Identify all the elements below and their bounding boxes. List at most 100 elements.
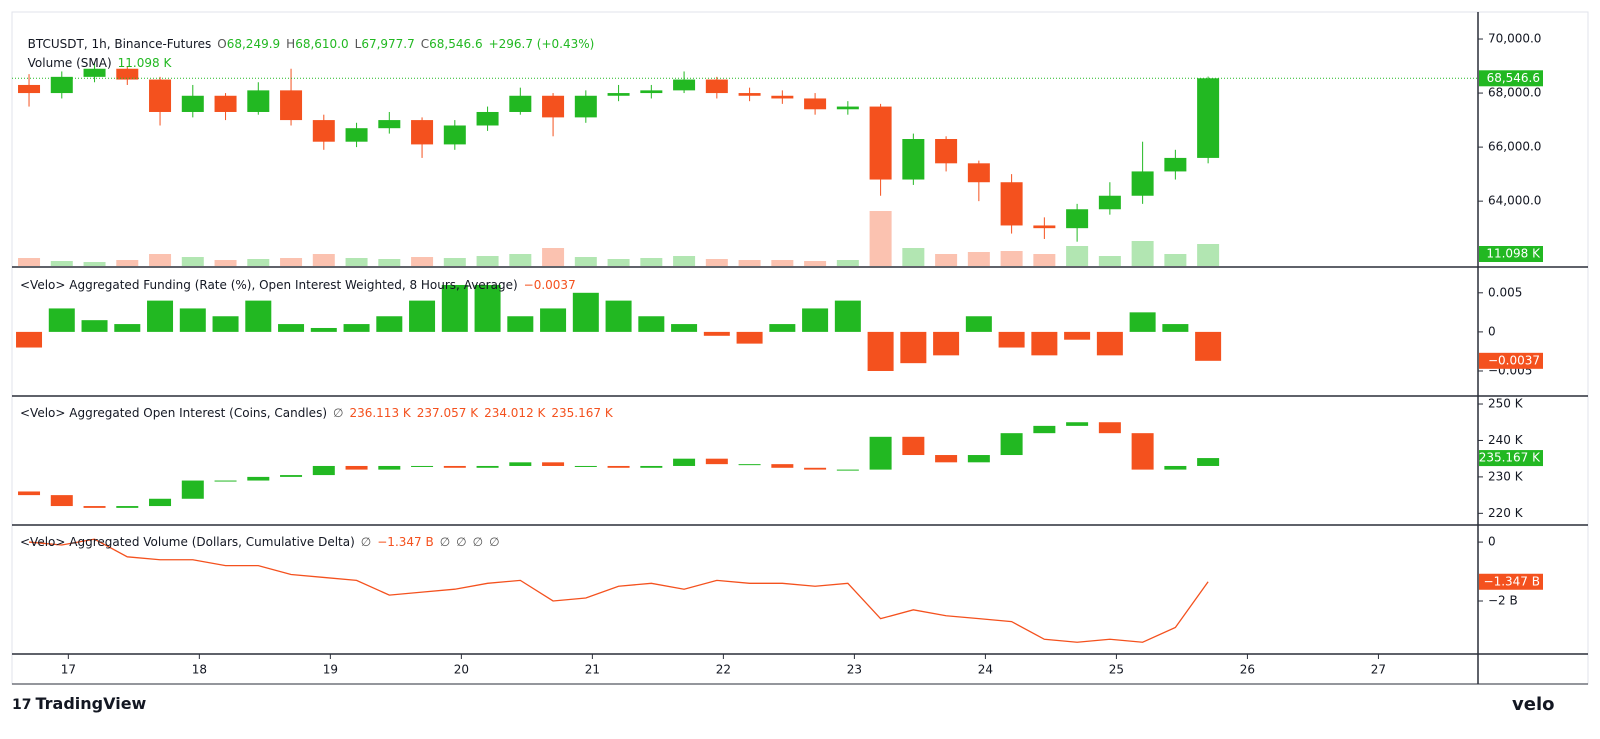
value-box-label: −1.347 B (1484, 574, 1540, 588)
legend-key: O (217, 37, 227, 51)
price-header: BTCUSDT, 1h, Binance-Futures O68,249.9 H68… (20, 20, 600, 52)
title: BTCUSDT, 1h, Binance-Futures (27, 37, 212, 51)
bar (703, 331, 730, 336)
bar (1031, 331, 1058, 356)
candle-body (1066, 209, 1089, 229)
candle-body (1197, 78, 1220, 158)
candle-body (312, 120, 335, 142)
volume-bar (574, 257, 597, 266)
candle-body (378, 120, 401, 129)
x-tick-label: 26 (1240, 663, 1255, 677)
bar (245, 300, 272, 332)
bar (867, 331, 894, 371)
candle-body (280, 90, 303, 121)
volume-bar (181, 257, 204, 266)
volume-bar (411, 257, 434, 266)
y-tick-label: 240 K (1488, 433, 1524, 447)
candle-body (83, 506, 106, 508)
title: <Velo> Aggregated Funding (Rate (%), Ope… (20, 278, 518, 292)
legend-value: −0.0037 (523, 278, 576, 292)
oi-header: <Velo> Aggregated Open Interest (Coins, … (20, 405, 619, 421)
volume-bar (149, 254, 172, 266)
volume-bar (1197, 244, 1220, 266)
candle-body (1164, 465, 1187, 470)
candle-body (705, 79, 728, 94)
volume-bar (673, 256, 696, 266)
bar (572, 292, 599, 332)
legend-value: 236.113 K (349, 406, 411, 420)
candle-body (967, 455, 990, 463)
candle-body (509, 95, 532, 112)
candle-body (771, 95, 794, 99)
bar (769, 324, 796, 332)
volume-bar (935, 254, 958, 266)
x-tick-label: 27 (1371, 663, 1386, 677)
brand-text: TradingView (35, 694, 147, 713)
candle-body (738, 93, 761, 96)
y-tick-label: 0 (1488, 535, 1496, 549)
candle-body (18, 84, 41, 94)
title: <Velo> Aggregated Open Interest (Coins, … (20, 406, 327, 420)
y-tick-label: −2 B (1488, 593, 1518, 607)
volume-bar (312, 254, 335, 266)
candle-body (50, 495, 73, 507)
bar (1096, 331, 1123, 356)
candle-body (935, 455, 958, 463)
bar (1064, 331, 1091, 340)
line (28, 538, 1209, 643)
candle-body (476, 111, 499, 126)
candle-body (214, 480, 237, 482)
legend-value: 11.098 K (117, 56, 172, 70)
volume-bar (542, 248, 565, 266)
bar (638, 316, 665, 332)
volume-bar (18, 258, 41, 266)
title: Volume (SMA) (27, 56, 112, 70)
candle-body (280, 475, 303, 477)
frame (11, 11, 1589, 685)
candle-body (116, 506, 139, 508)
x-tick-label: 24 (978, 663, 993, 677)
candle-body (1131, 433, 1154, 470)
legend-value: ∅ (472, 535, 484, 549)
legend-value: 68,249.9 (226, 37, 281, 51)
candle-body (574, 465, 597, 467)
volume-bar (1164, 254, 1187, 266)
candle-body (804, 467, 827, 470)
candle-body (771, 464, 794, 468)
candle-body (1164, 157, 1187, 172)
volume-bar (607, 259, 630, 266)
candle-body (902, 436, 925, 456)
volume-bar (280, 258, 303, 266)
value-box-label: 68,546.6 (1487, 71, 1540, 85)
bar (834, 300, 861, 332)
volume-bar (378, 259, 401, 266)
candle-body (345, 128, 368, 142)
y-tick-label: 230 K (1488, 469, 1524, 483)
volume-bar (247, 259, 270, 266)
candle-body (18, 491, 41, 496)
y-tick-label: 68,000.0 (1488, 86, 1541, 100)
bar (147, 300, 174, 332)
volume-bar (83, 262, 106, 266)
candle-body (804, 98, 827, 110)
legend-key: L (354, 37, 362, 51)
volume-bar (476, 256, 499, 266)
candle-body (935, 139, 958, 164)
legend-value: 67,977.7 (361, 37, 415, 51)
candle-body (607, 465, 630, 468)
bar (965, 316, 992, 332)
candle-body (181, 95, 204, 112)
candle-body (411, 120, 434, 145)
y-tick-label: 220 K (1488, 506, 1524, 520)
volume-bar (771, 260, 794, 266)
volume-bar (836, 260, 859, 266)
candle-body (509, 462, 532, 466)
value-box (1479, 450, 1543, 467)
candle-body (869, 436, 892, 470)
value-box-label: 235.167 K (1479, 451, 1541, 465)
candle-body (149, 79, 172, 112)
legend-value: 235.167 K (551, 406, 613, 420)
candle-body (116, 68, 139, 80)
bar (310, 327, 337, 332)
x-tick-label: 17 (61, 663, 76, 677)
